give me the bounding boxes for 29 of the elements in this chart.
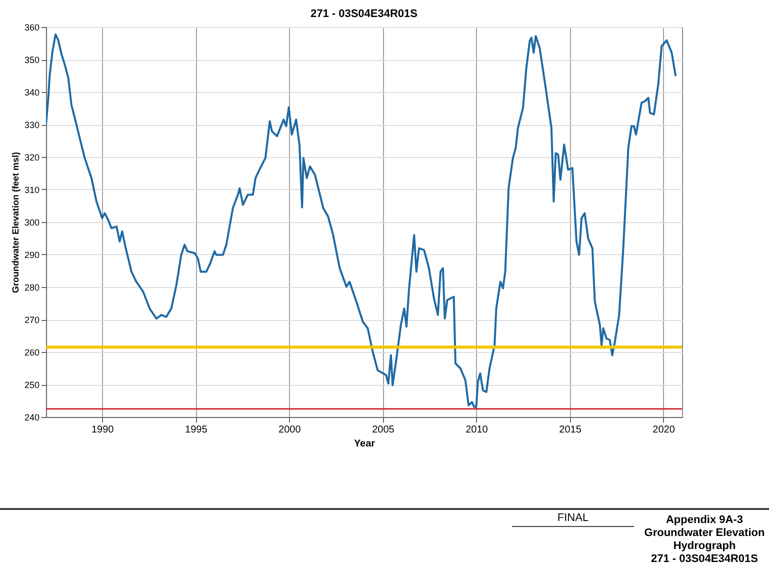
text: Appendix 9A-3 (664, 514, 744, 527)
y-axis-title: Groundwater Elevation (feet msl) (10, 152, 20, 294)
chart-title: 271 - 03S04E34R01S (310, 8, 418, 20)
x-tick-label: 2015 (559, 424, 582, 436)
x-tick-label: 2005 (372, 424, 395, 436)
x-tick-label: 2000 (278, 424, 302, 436)
y-tick-label: 310 (24, 185, 40, 195)
text: Hydrograph (672, 540, 737, 553)
y-tick-label: 350 (24, 55, 40, 65)
y-tick-label: 300 (24, 218, 40, 228)
x-tick-label: 1990 (91, 424, 114, 436)
line-series (46, 33, 677, 408)
y-tick-label: 330 (24, 120, 40, 130)
x-tick-label: 2020 (652, 424, 676, 436)
x-tick-label: 1995 (185, 424, 208, 436)
y-tick-label: 260 (24, 348, 40, 358)
y-tick-label: 290 (24, 250, 40, 260)
y-tick-label: 340 (24, 88, 40, 98)
x-axis-title: Year (354, 438, 376, 450)
y-tick-label: 320 (24, 152, 40, 162)
y-tick-label: 360 (24, 22, 40, 32)
y-tick-label: 250 (24, 380, 40, 390)
x-tick-label: 2010 (466, 424, 488, 436)
y-tick-label: 280 (24, 282, 40, 292)
text: Groundwater Elevation (643, 527, 766, 540)
y-tick-label: 240 (24, 412, 40, 422)
text: 271 - 03S04E34R01S (650, 553, 760, 566)
text: FINAL (512, 512, 634, 527)
y-tick-label: 270 (24, 315, 40, 325)
